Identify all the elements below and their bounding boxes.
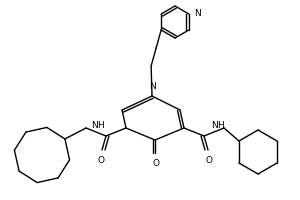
Text: N: N [148, 82, 155, 91]
Text: H: H [218, 121, 224, 130]
Text: N: N [194, 9, 201, 19]
Text: O: O [206, 156, 212, 165]
Text: N: N [212, 121, 218, 130]
Text: N: N [92, 121, 98, 130]
Text: O: O [98, 156, 104, 165]
Text: O: O [152, 159, 160, 168]
Text: H: H [98, 121, 104, 130]
